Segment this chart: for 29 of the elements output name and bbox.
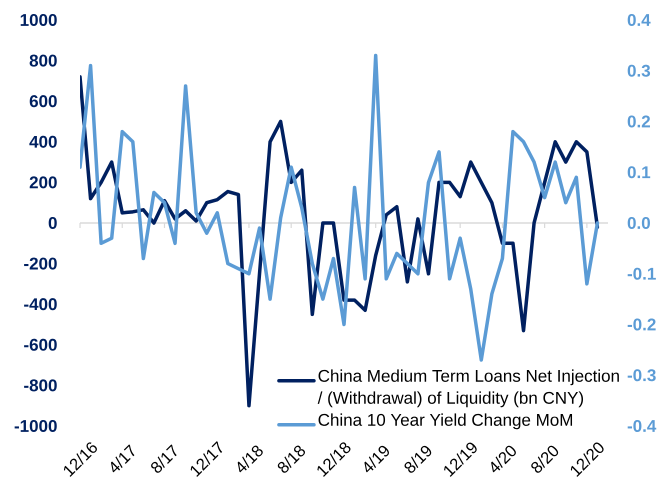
y2-tick-label: -0.2 <box>628 318 656 331</box>
legend-label: China 10 Year Yield Change MoM <box>318 413 572 430</box>
y-tick-label: 0 <box>48 216 57 230</box>
y2-tick-label: -0.1 <box>628 268 656 280</box>
y-tick-label: -200 <box>24 258 57 270</box>
y2-tick-label: -0.3 <box>628 369 656 382</box>
y2-tick-label: -0.4 <box>628 420 656 432</box>
x-tick-label: 4/20 <box>491 446 516 472</box>
x-tick-label: 4/19 <box>364 446 389 472</box>
y2-tick-label: 0.1 <box>628 166 650 178</box>
y-tick-label: 800 <box>30 54 57 67</box>
y-tick-label: -600 <box>24 338 57 351</box>
x-tick-label: 4/17 <box>110 444 134 472</box>
y2-tick-label: 0.2 <box>628 115 650 128</box>
y-tick-label: 1000 <box>20 14 57 26</box>
y-tick-label: -1000 <box>14 420 57 432</box>
y-tick-label: 600 <box>30 95 57 108</box>
y-tick-label: -400 <box>24 298 57 310</box>
x-tick-label: 8/19 <box>404 446 432 473</box>
x-tick-label: 8/18 <box>278 446 305 473</box>
y2-tick-label: 0.4 <box>628 14 651 26</box>
legend-label: China Medium Term Loans Net Injection / (Withdrawal) of Liquidity (bn CNY) <box>318 369 619 408</box>
y-tick-label: -800 <box>24 379 57 392</box>
y2-tick-label: 0.3 <box>628 64 650 77</box>
x-tick-label: 8/20 <box>531 446 558 473</box>
x-tick-label: 4/18 <box>238 446 263 472</box>
y-tick-label: 200 <box>30 176 57 188</box>
y-tick-label: 400 <box>29 136 57 148</box>
y2-tick-label: 0.0 <box>628 216 650 230</box>
